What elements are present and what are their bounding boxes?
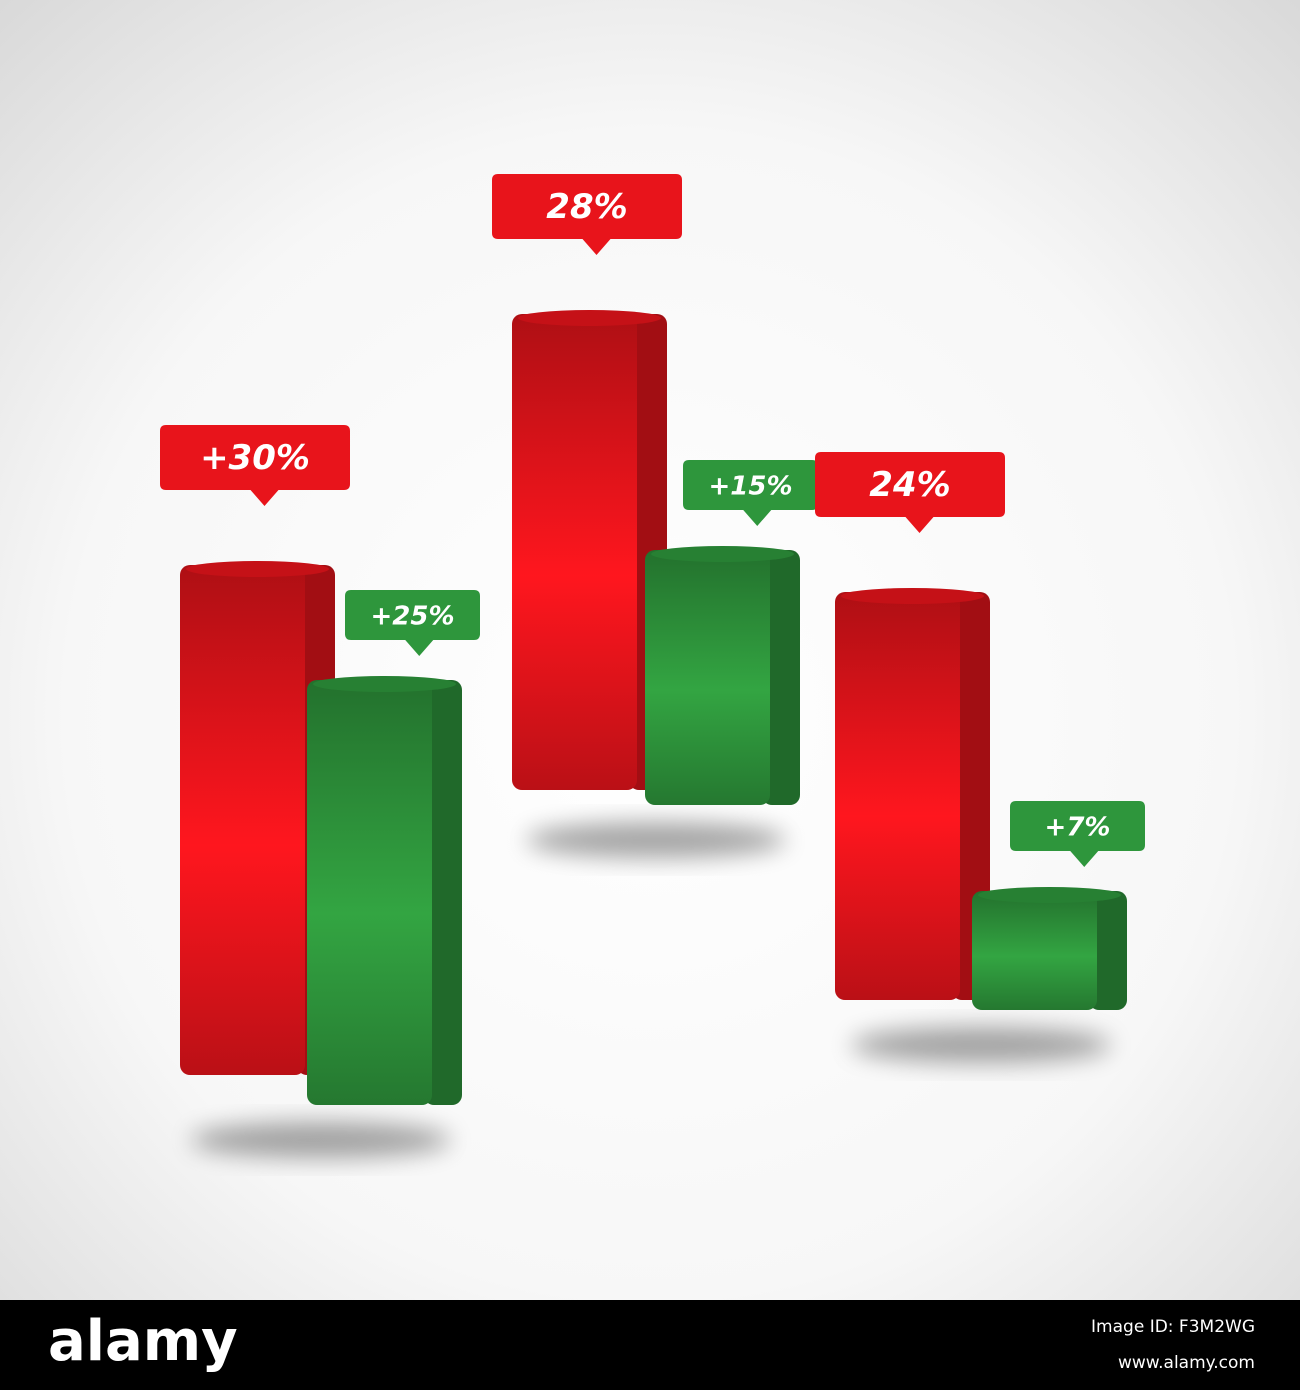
value-label-bubble bbox=[683, 460, 818, 526]
bar bbox=[180, 565, 305, 1075]
bar-top bbox=[978, 887, 1121, 903]
bar-top bbox=[186, 561, 329, 577]
value-label-bubble bbox=[345, 590, 480, 656]
bar bbox=[972, 891, 1097, 1010]
shadow bbox=[851, 1027, 1111, 1063]
value-label-bubble bbox=[492, 174, 682, 255]
shadow bbox=[191, 1122, 451, 1158]
bar-top bbox=[313, 676, 456, 692]
footer-logo: alamy bbox=[48, 1309, 238, 1374]
bar-side bbox=[762, 550, 800, 805]
value-label: +15% bbox=[708, 472, 792, 502]
footer-url: www.alamy.com bbox=[1118, 1353, 1255, 1373]
bar bbox=[835, 592, 960, 1000]
bar-top bbox=[841, 588, 984, 604]
value-label-bubble bbox=[1010, 801, 1145, 867]
bar-top bbox=[518, 310, 661, 326]
value-label-bubble bbox=[160, 425, 350, 506]
bar-side bbox=[424, 680, 462, 1105]
bar-top bbox=[651, 546, 794, 562]
bar bbox=[307, 680, 432, 1105]
bar bbox=[512, 314, 637, 790]
plot: +30% +25% 28% +15% 24% +7% bbox=[160, 174, 1145, 1158]
value-label: +25% bbox=[370, 602, 454, 632]
footer-bar bbox=[0, 1300, 1300, 1390]
bar-side bbox=[1089, 891, 1127, 1010]
value-label: 28% bbox=[546, 187, 627, 227]
bar bbox=[645, 550, 770, 805]
shadow bbox=[526, 822, 786, 858]
value-label-bubble bbox=[815, 452, 1005, 533]
footer-image-id: Image ID: F3M2WG bbox=[1091, 1317, 1255, 1337]
value-label: +7% bbox=[1045, 813, 1111, 843]
value-label: +30% bbox=[200, 438, 310, 478]
value-label: 24% bbox=[869, 465, 950, 505]
